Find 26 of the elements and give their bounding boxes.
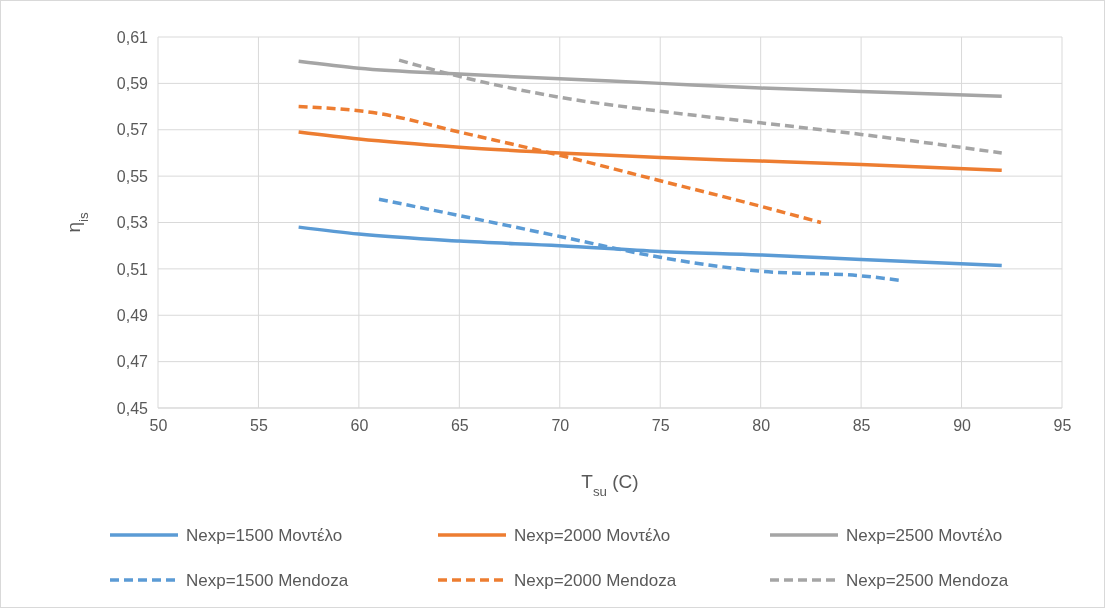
legend-label: Nexp=2000 Μοντέλο <box>514 526 671 545</box>
y-tick-label: 0,51 <box>116 260 149 278</box>
x-tick-label: 60 <box>350 417 369 435</box>
y-tick-label: 0,59 <box>116 75 149 92</box>
x-tick-label: 80 <box>752 417 771 435</box>
y-tick-label: 0,57 <box>116 121 149 139</box>
legend-label: Nexp=1500 Μοντέλο <box>186 526 343 545</box>
x-tick-label: 70 <box>551 417 570 435</box>
y-tick-label: 0,55 <box>116 167 149 185</box>
y-tick-label: 0,45 <box>116 399 149 417</box>
legend-label: Nexp=2000 Mendoza <box>514 571 677 590</box>
x-tick-label: 90 <box>953 417 972 435</box>
y-tick-label: 0,47 <box>116 353 149 371</box>
x-tick-label: 65 <box>450 417 469 435</box>
y-tick-label: 0,53 <box>116 214 149 232</box>
legend-label: Nexp=1500 Mendoza <box>186 571 349 590</box>
y-tick-label: 0,49 <box>116 306 149 324</box>
legend-label: Nexp=2500 Mendoza <box>846 571 1009 590</box>
y-tick-label: 0,61 <box>116 28 149 46</box>
x-tick-label: 85 <box>852 417 871 435</box>
x-axis-title: T$_{su}$ (C) <box>581 471 639 499</box>
x-tick-label: 75 <box>651 417 670 435</box>
x-tick-label: 95 <box>1053 417 1072 435</box>
x-tick-label: 50 <box>149 417 168 435</box>
legend-label: Nexp=2500 Μοντέλο <box>846 526 1003 545</box>
x-tick-label: 55 <box>250 417 268 435</box>
